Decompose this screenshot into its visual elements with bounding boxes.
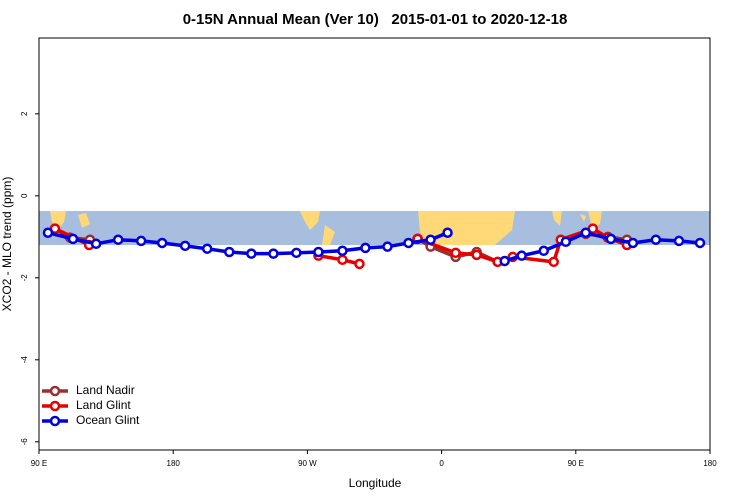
x-tick-label: 180: [703, 459, 717, 468]
point: [179, 240, 191, 252]
point: [354, 258, 365, 270]
y-axis-label: XCO2 - MLO trend (ppm): [0, 177, 14, 312]
point: [548, 256, 559, 268]
point: [442, 227, 453, 238]
x-tick-label: 90 E: [568, 459, 584, 468]
point: [201, 243, 213, 254]
point: [403, 237, 414, 249]
point: [560, 236, 572, 247]
point: [673, 235, 685, 247]
legend-label: Land Glint: [76, 398, 131, 412]
point: [627, 237, 639, 249]
point: [337, 245, 348, 257]
point: [224, 246, 235, 258]
point: [268, 248, 279, 259]
plot-frame: [38, 37, 711, 451]
point: [450, 247, 461, 259]
y-tick-label: -2: [20, 274, 29, 282]
point: [360, 242, 371, 254]
point: [499, 255, 510, 267]
point: [650, 234, 662, 245]
point: [90, 238, 102, 250]
point: [156, 237, 168, 249]
point: [112, 234, 124, 245]
point: [313, 246, 324, 258]
point: [425, 234, 436, 245]
point: [580, 227, 592, 238]
point: [135, 235, 147, 247]
legend-marker: [49, 400, 61, 412]
point: [694, 237, 706, 249]
x-tick-label: 90 W: [298, 459, 317, 468]
y-tick-label: -6: [20, 438, 29, 446]
point: [42, 227, 54, 238]
x-tick-label: 0: [439, 459, 444, 468]
point: [538, 245, 549, 257]
legend-label: Ocean Glint: [76, 413, 140, 427]
point: [382, 241, 393, 252]
x-axis-label: Longitude: [349, 476, 402, 490]
point: [337, 254, 348, 266]
y-tick-label: 2: [20, 111, 29, 116]
legend-label: Land Nadir: [76, 383, 135, 397]
y-tick-label: 0: [20, 193, 29, 198]
x-tick-label: 90 E: [31, 459, 47, 468]
point: [67, 233, 79, 245]
legend-marker: [49, 415, 61, 427]
legend-marker: [49, 385, 61, 397]
point: [605, 233, 617, 245]
y-tick-label: -4: [20, 356, 29, 364]
x-tick-label: 180: [167, 459, 181, 468]
point: [471, 249, 482, 261]
chart-title: 0-15N Annual Mean (Ver 10) 2015-01-01 to…: [183, 11, 568, 28]
point: [516, 250, 527, 261]
point: [246, 248, 257, 259]
point: [291, 247, 302, 259]
